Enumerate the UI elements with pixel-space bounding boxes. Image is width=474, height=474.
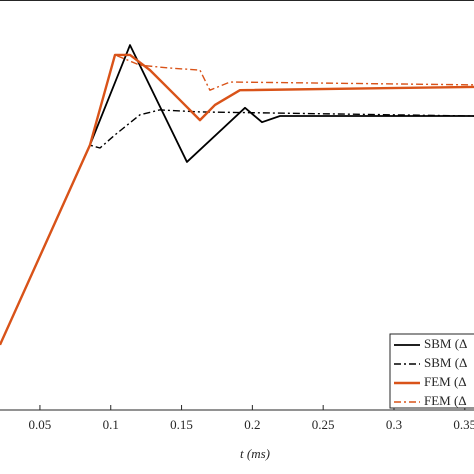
legend-label: SBM (Δ xyxy=(424,336,467,351)
x-tick-label: 0.15 xyxy=(170,417,193,432)
x-tick-label: 0.05 xyxy=(29,417,52,432)
series-line xyxy=(0,109,474,346)
x-tick-label: 0.35 xyxy=(453,417,474,432)
legend-label: FEM (Δ xyxy=(424,374,467,389)
x-tick-label: 0.2 xyxy=(244,417,260,432)
x-tick-label: 0.25 xyxy=(312,417,335,432)
legend-box xyxy=(389,333,474,409)
legend-label: SBM (Δ xyxy=(424,355,467,370)
series-line xyxy=(0,44,474,346)
x-axis-label: t (ms) xyxy=(240,446,270,461)
x-tick-label: 0.1 xyxy=(103,417,119,432)
legend-label: FEM (Δ xyxy=(424,393,467,408)
series-line xyxy=(0,53,474,346)
series-line xyxy=(0,54,474,346)
x-tick-label: 0.3 xyxy=(386,417,402,432)
